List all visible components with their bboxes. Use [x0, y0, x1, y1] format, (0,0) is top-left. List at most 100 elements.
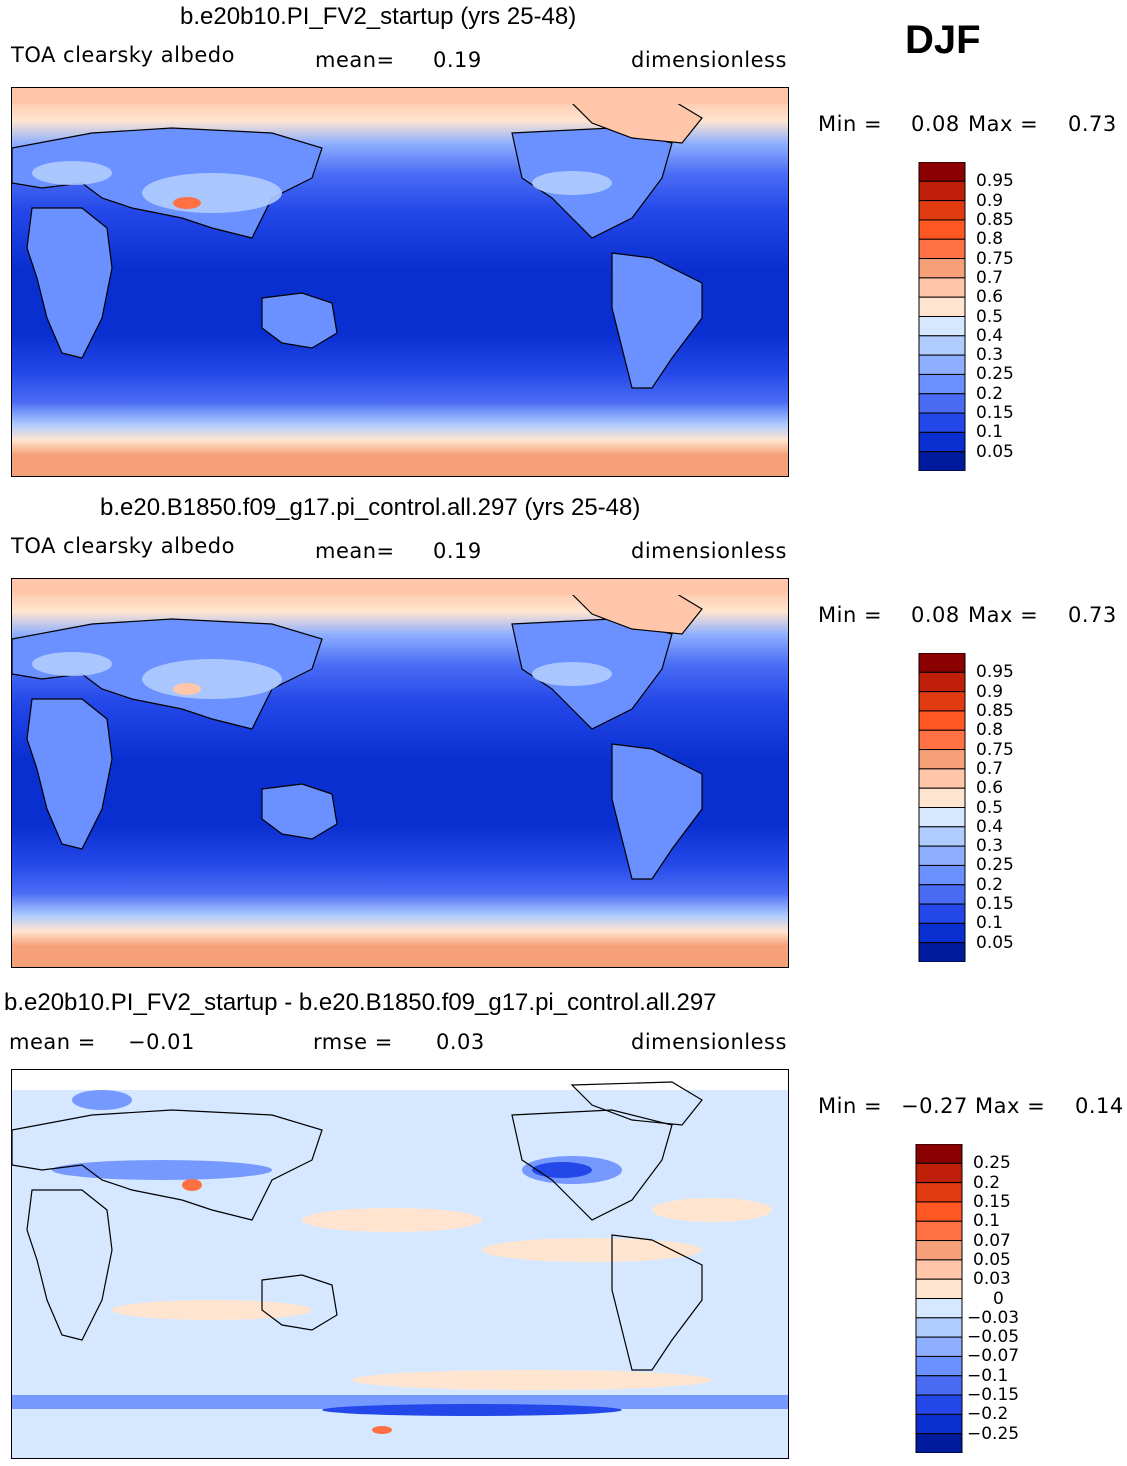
panel1-variable: TOA clearsky albedo — [11, 43, 235, 67]
colorbar-swatch — [918, 942, 966, 963]
colorbar-tick-label: 0.95 — [976, 171, 1014, 192]
colorbar-swatch — [918, 845, 966, 866]
colorbar-tick-label: 0.07 — [973, 1230, 1011, 1251]
panel2-map — [11, 578, 789, 968]
colorbar-tick-label: −0.25 — [967, 1423, 1020, 1444]
colorbar-swatch — [918, 180, 966, 202]
panel1-colorbar — [918, 161, 966, 476]
colorbar-tick-label: 0.5 — [976, 306, 1004, 327]
panel1-max-value: 0.73 — [1068, 112, 1117, 136]
colorbar-swatch — [918, 884, 966, 905]
colorbar-swatch — [918, 373, 966, 395]
colorbar-tick-label: 0.03 — [973, 1269, 1011, 1290]
colorbar-swatch — [918, 451, 966, 472]
colorbar-swatch — [918, 710, 966, 731]
colorbar-swatch — [918, 258, 966, 279]
colorbar-swatch — [918, 219, 966, 240]
colorbar-tick-label: 0.2 — [976, 383, 1004, 404]
colorbar-swatch — [915, 1298, 963, 1319]
colorbar-swatch — [918, 807, 966, 828]
panel3-title: b.e20b10.PI_FV2_startup - b.e20.B1850.f0… — [4, 989, 717, 1016]
panel2-variable: TOA clearsky albedo — [11, 534, 235, 558]
colorbar-swatch — [918, 729, 966, 751]
colorbar-tick-label: 0.2 — [973, 1172, 1001, 1193]
colorbar-swatch — [915, 1278, 963, 1300]
colorbar-swatch — [918, 200, 966, 221]
colorbar-tick-label: 0.75 — [976, 739, 1014, 760]
panel3-mean-value: −0.01 — [128, 1030, 195, 1054]
colorbar-tick-label: 0.8 — [976, 720, 1004, 741]
panel2-mean-label: mean= — [315, 539, 395, 563]
colorbar-tick-label: 0 — [993, 1288, 1004, 1309]
colorbar-tick-label: 0.05 — [976, 932, 1014, 953]
colorbar-tick-label: 0.1 — [976, 913, 1004, 934]
colorbar-tick-label: 0.3 — [976, 345, 1004, 366]
panel2-units: dimensionless — [631, 539, 787, 563]
panel2-min-label: Min = — [818, 603, 883, 627]
colorbar-tick-label: 0.8 — [976, 229, 1004, 250]
panel3-rmse-label: rmse = — [313, 1030, 393, 1054]
panel1-min-value: 0.08 — [911, 112, 960, 136]
colorbar-tick-label: 0.15 — [976, 894, 1014, 915]
colorbar-swatch — [918, 749, 966, 770]
panel3-colorbar — [915, 1143, 963, 1458]
panel3-max-value: 0.14 — [1075, 1094, 1124, 1118]
colorbar-tick-label: 0.75 — [976, 248, 1014, 269]
colorbar-tick-label: 0.3 — [976, 836, 1004, 857]
colorbar-tick-label: −0.03 — [967, 1307, 1020, 1328]
colorbar-tick-label: −0.05 — [967, 1327, 1020, 1348]
colorbar-swatch — [915, 1201, 963, 1222]
colorbar-swatch — [915, 1182, 963, 1203]
colorbar-tick-label: 0.2 — [976, 874, 1004, 895]
colorbar-swatch — [915, 1413, 963, 1435]
colorbar-tick-label: 0.05 — [976, 441, 1014, 462]
colorbar-tick-label: 0.25 — [976, 855, 1014, 876]
colorbar-tick-label: −0.07 — [967, 1346, 1020, 1367]
colorbar-swatch — [918, 277, 966, 298]
colorbar-tick-label: 0.1 — [976, 422, 1004, 443]
colorbar-swatch — [918, 431, 966, 453]
colorbar-swatch — [918, 335, 966, 356]
colorbar-tick-label: 0.95 — [976, 662, 1014, 683]
colorbar-tick-label: 0.25 — [973, 1153, 1011, 1174]
panel1-max-label: Max = — [968, 112, 1039, 136]
colorbar-swatch — [918, 296, 966, 318]
colorbar-tick-label: 0.15 — [976, 403, 1014, 424]
colorbar-swatch — [915, 1394, 963, 1415]
panel3-min-value: −0.27 — [901, 1094, 968, 1118]
colorbar-swatch — [918, 671, 966, 693]
panel1-mean-label: mean= — [315, 48, 395, 72]
colorbar-swatch — [918, 652, 966, 673]
panel3-min-label: Min = — [818, 1094, 883, 1118]
colorbar-swatch — [918, 161, 966, 182]
colorbar-swatch — [915, 1259, 963, 1280]
panel3-max-label: Max = — [975, 1094, 1046, 1118]
panel3-map — [11, 1069, 789, 1459]
colorbar-swatch — [918, 393, 966, 414]
colorbar-swatch — [918, 691, 966, 712]
panel1-map — [11, 87, 789, 477]
colorbar-swatch — [918, 787, 966, 809]
colorbar-tick-label: 0.4 — [976, 325, 1004, 346]
colorbar-swatch — [915, 1143, 963, 1164]
colorbar-swatch — [915, 1375, 963, 1396]
colorbar-swatch — [918, 354, 966, 375]
colorbar-swatch — [918, 826, 966, 847]
panel2-mean-value: 0.19 — [433, 539, 482, 563]
colorbar-tick-label: 0.25 — [976, 364, 1014, 385]
colorbar-swatch — [915, 1355, 963, 1377]
colorbar-swatch — [918, 238, 966, 260]
colorbar-swatch — [915, 1336, 963, 1357]
colorbar-tick-label: −0.15 — [967, 1385, 1020, 1406]
colorbar-tick-label: 0.05 — [973, 1249, 1011, 1270]
colorbar-swatch — [915, 1240, 963, 1261]
colorbar-swatch — [918, 922, 966, 944]
panel3-units: dimensionless — [631, 1030, 787, 1054]
panel1-min-label: Min = — [818, 112, 883, 136]
colorbar-tick-label: −0.2 — [967, 1404, 1009, 1425]
colorbar-tick-label: 0.15 — [973, 1191, 1011, 1212]
colorbar-tick-label: 0.1 — [973, 1211, 1001, 1232]
panel1-units: dimensionless — [631, 48, 787, 72]
colorbar-swatch — [918, 864, 966, 886]
colorbar-tick-label: 0.7 — [976, 758, 1004, 779]
